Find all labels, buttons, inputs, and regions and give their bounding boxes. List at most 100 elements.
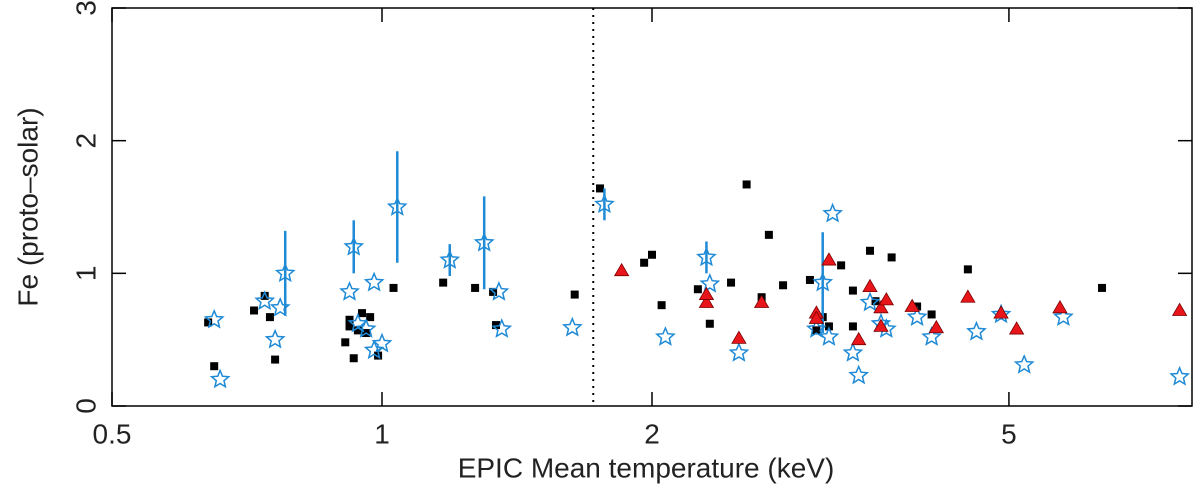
star-marker — [699, 272, 721, 293]
star-marker — [491, 318, 513, 338]
square-marker — [693, 285, 702, 294]
star-marker — [696, 246, 717, 267]
y-tick-label: 0 — [70, 398, 101, 414]
star-marker — [209, 368, 231, 389]
x-axis-label: EPIC Mean temperature (keV) — [458, 452, 835, 483]
square-marker — [341, 338, 350, 347]
star-marker — [347, 312, 369, 333]
star-marker — [254, 290, 276, 311]
triangle-marker — [1171, 302, 1188, 316]
square-marker — [374, 351, 383, 360]
star-marker — [842, 341, 864, 362]
star-marker — [203, 308, 225, 329]
triangle-marker — [873, 300, 889, 314]
star-marker — [818, 326, 840, 346]
triangle-marker — [862, 278, 878, 292]
square-marker — [657, 301, 666, 310]
square-marker — [705, 319, 714, 328]
square-marker — [812, 326, 821, 335]
x-tick-label: 2 — [644, 418, 660, 449]
square-marker — [204, 318, 213, 327]
triangle-marker — [613, 262, 630, 277]
star-marker — [728, 341, 750, 362]
star-marker — [812, 271, 834, 292]
star-marker — [966, 320, 987, 341]
square-marker — [471, 283, 480, 292]
triangle-marker — [753, 294, 770, 308]
star-marker — [594, 193, 615, 214]
triangle-marker — [960, 289, 976, 303]
triangle-marker — [1052, 300, 1068, 314]
square-marker — [764, 230, 773, 239]
y-axis-label: Fe (proto–solar) — [12, 107, 43, 306]
triangle-marker — [731, 330, 747, 344]
square-marker — [963, 265, 972, 274]
x-tick-label: 0.5 — [93, 418, 132, 449]
square-marker — [927, 310, 936, 319]
triangle-marker — [821, 252, 837, 266]
star-marker — [906, 306, 928, 326]
square-marker — [648, 250, 656, 259]
square-marker — [887, 253, 896, 262]
triangle-marker — [850, 331, 867, 346]
star-marker — [363, 271, 385, 292]
y-tick-label: 2 — [70, 133, 101, 149]
star-marker — [848, 364, 870, 385]
star-marker — [1169, 365, 1191, 386]
star-marker — [654, 326, 676, 346]
star-marker — [439, 249, 461, 269]
square-marker — [349, 354, 358, 363]
star-marker — [343, 235, 365, 256]
square-marker — [389, 283, 398, 292]
star-marker — [386, 196, 408, 216]
square-marker — [265, 313, 274, 322]
square-marker — [848, 322, 857, 331]
square-marker — [271, 355, 280, 364]
star-marker — [264, 328, 286, 349]
square-marker — [570, 290, 579, 299]
y-tick-label: 3 — [70, 0, 101, 16]
star-marker — [371, 332, 393, 353]
star-marker — [822, 202, 844, 223]
triangle-marker — [1008, 321, 1025, 335]
square-marker — [727, 278, 736, 287]
square-marker — [779, 281, 788, 290]
square-marker — [439, 278, 448, 287]
triangle-marker — [698, 294, 715, 308]
triangle-marker — [928, 319, 945, 334]
star-marker — [355, 318, 377, 338]
square-marker — [250, 306, 259, 315]
star-marker — [473, 231, 495, 252]
square-marker — [492, 321, 501, 330]
square-marker — [345, 322, 354, 331]
square-marker — [595, 184, 604, 193]
square-marker — [640, 258, 649, 267]
square-marker — [345, 315, 354, 324]
y-tick-label: 1 — [70, 266, 101, 282]
x-tick-label: 1 — [374, 418, 390, 449]
star-marker — [1052, 306, 1074, 326]
square-marker — [353, 326, 362, 335]
triangle-marker — [904, 298, 920, 312]
star-marker — [274, 262, 296, 283]
star-marker — [1013, 353, 1035, 374]
triangle-marker — [878, 292, 895, 306]
triangle-marker — [808, 310, 825, 324]
star-marker — [488, 280, 510, 301]
triangle-marker — [873, 318, 889, 332]
star-marker — [363, 339, 385, 360]
square-marker — [848, 286, 857, 295]
plot-frame — [111, 7, 1193, 407]
star-marker — [859, 291, 881, 312]
triangle-marker — [698, 286, 715, 300]
square-marker — [837, 261, 846, 270]
square-marker — [358, 309, 367, 318]
square-marker — [210, 362, 219, 371]
star-marker — [339, 280, 360, 301]
star-marker — [269, 296, 291, 317]
square-marker — [805, 275, 814, 284]
square-marker — [871, 297, 880, 306]
square-marker — [366, 313, 375, 322]
triangle-marker — [993, 305, 1009, 319]
